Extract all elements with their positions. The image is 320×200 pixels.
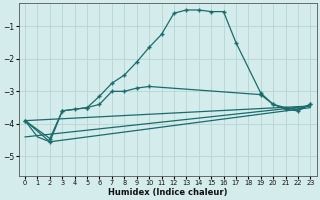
X-axis label: Humidex (Indice chaleur): Humidex (Indice chaleur)	[108, 188, 228, 197]
